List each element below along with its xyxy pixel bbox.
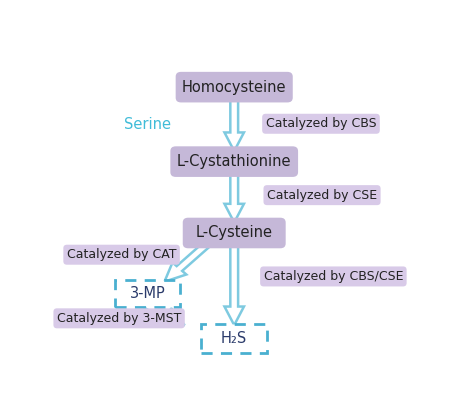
Text: Catalyzed by CBS/CSE: Catalyzed by CBS/CSE bbox=[264, 270, 403, 283]
FancyBboxPatch shape bbox=[115, 280, 180, 307]
FancyBboxPatch shape bbox=[202, 324, 267, 353]
Polygon shape bbox=[224, 172, 244, 222]
Polygon shape bbox=[145, 302, 185, 325]
Text: Homocysteine: Homocysteine bbox=[182, 80, 287, 95]
Polygon shape bbox=[224, 243, 244, 325]
Text: Catalyzed by CAT: Catalyzed by CAT bbox=[67, 248, 176, 261]
Text: L-Cysteine: L-Cysteine bbox=[196, 226, 273, 241]
FancyBboxPatch shape bbox=[175, 72, 293, 102]
Text: Catalyzed by 3-MST: Catalyzed by 3-MST bbox=[57, 312, 181, 325]
Polygon shape bbox=[224, 98, 244, 151]
FancyBboxPatch shape bbox=[170, 146, 298, 177]
Text: Catalyzed by CBS: Catalyzed by CBS bbox=[266, 117, 376, 130]
Text: Catalyzed by CSE: Catalyzed by CSE bbox=[267, 189, 377, 202]
Text: H₂S: H₂S bbox=[221, 331, 247, 346]
Text: L-Cystathionine: L-Cystathionine bbox=[177, 154, 292, 169]
Text: Serine: Serine bbox=[124, 117, 171, 132]
FancyBboxPatch shape bbox=[183, 218, 286, 248]
Polygon shape bbox=[165, 238, 214, 282]
Text: 3-MP: 3-MP bbox=[130, 286, 165, 301]
